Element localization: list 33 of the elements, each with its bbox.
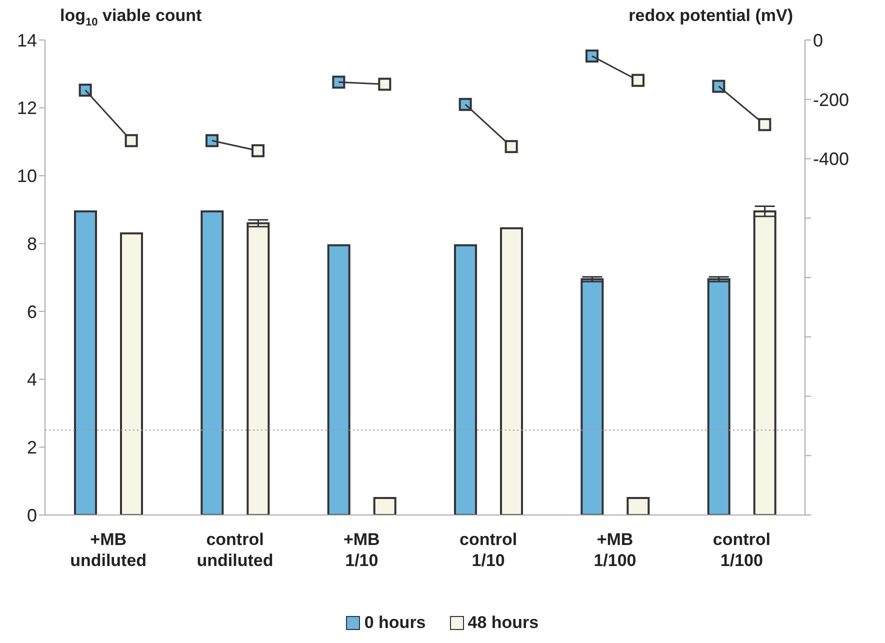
y-tick-label: 8 (26, 234, 37, 254)
x-tick-label: control 1/10 (460, 530, 518, 570)
bar (200, 210, 224, 515)
legend-label: 0 hours (363, 613, 426, 633)
y-tick-label: 0 (26, 505, 37, 526)
bar (580, 278, 604, 515)
y-axis-title: log$_{10}$ viable count (60, 6, 202, 28)
bar (454, 244, 477, 515)
y2-tick-label: -200 (813, 90, 850, 110)
legend-label: 48 hours (466, 613, 539, 633)
x-tick-label: +MB undiluted (70, 530, 147, 570)
y-tick-label: 10 (16, 166, 37, 186)
y-tick-label: 6 (26, 302, 37, 322)
y2-axis-title: redox potential (mV) (628, 6, 793, 25)
y2-tick-label: 0 (813, 30, 824, 50)
bar (120, 232, 143, 515)
x-tick-label: control 1/100 (712, 530, 770, 570)
bar (246, 222, 270, 515)
bar (500, 227, 523, 515)
y-tick-label: 4 (26, 370, 37, 390)
x-tick-label: +MB 1/10 (343, 530, 380, 570)
bar (74, 210, 97, 515)
y2-tick-label: -400 (813, 149, 850, 170)
bar (707, 278, 730, 515)
y-tick-label: 12 (16, 98, 37, 118)
x-tick-label: control undiluted (196, 530, 274, 570)
bar (373, 497, 396, 515)
y-tick-label: 14 (16, 30, 37, 50)
bar (327, 244, 350, 515)
x-tick-label: +MB 1/100 (594, 530, 636, 570)
y-tick-label: 2 (26, 438, 37, 458)
bar (753, 210, 776, 515)
bar (626, 497, 650, 515)
